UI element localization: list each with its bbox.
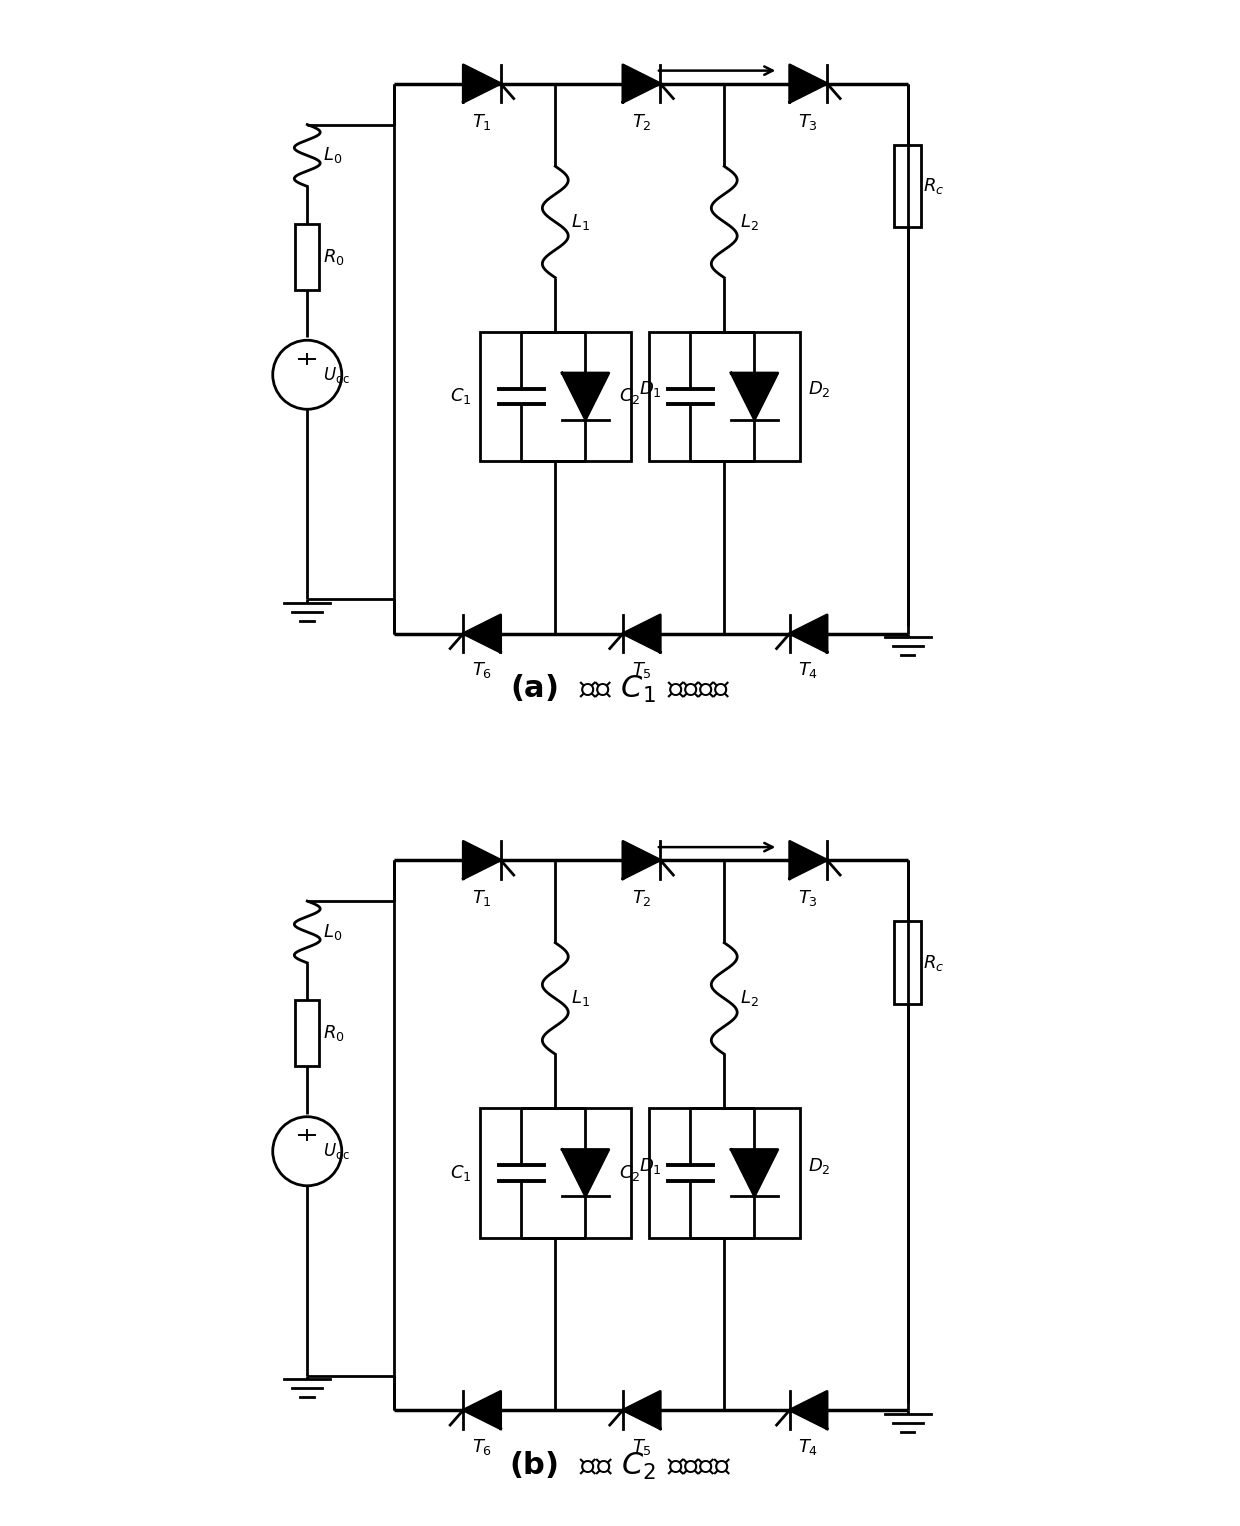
Polygon shape: [464, 1392, 501, 1428]
Text: $R_0$: $R_0$: [324, 247, 345, 267]
Polygon shape: [732, 1149, 777, 1196]
Text: $D_2$: $D_2$: [808, 380, 831, 400]
Text: $T_1$: $T_1$: [472, 111, 492, 131]
Text: $T_2$: $T_2$: [631, 888, 651, 908]
Bar: [894, 922, 921, 1004]
Polygon shape: [464, 615, 501, 652]
Text: $R_0$: $R_0$: [324, 1024, 345, 1044]
Bar: [480, 1108, 631, 1238]
Text: $U_{\rm dc}$: $U_{\rm dc}$: [324, 365, 350, 385]
Text: $L_0$: $L_0$: [324, 922, 342, 942]
Bar: [649, 1108, 800, 1238]
Text: $L_1$: $L_1$: [572, 212, 590, 232]
Text: $T_6$: $T_6$: [472, 661, 492, 681]
Polygon shape: [790, 1392, 827, 1428]
Polygon shape: [464, 66, 501, 102]
Bar: [649, 331, 800, 461]
Polygon shape: [790, 841, 827, 879]
Bar: [295, 224, 320, 290]
Text: $T_5$: $T_5$: [631, 1437, 651, 1457]
Text: $T_6$: $T_6$: [472, 1437, 492, 1457]
Polygon shape: [622, 615, 660, 652]
Text: $T_2$: $T_2$: [631, 111, 651, 131]
Text: $L_0$: $L_0$: [324, 145, 342, 165]
Bar: [295, 1000, 320, 1067]
Text: $L_1$: $L_1$: [572, 989, 590, 1009]
Polygon shape: [562, 1149, 609, 1196]
Text: $C_1$: $C_1$: [450, 386, 471, 406]
Polygon shape: [732, 372, 777, 420]
Text: $C_1$: $C_1$: [450, 1163, 471, 1183]
Text: $T_3$: $T_3$: [799, 111, 818, 131]
Polygon shape: [790, 66, 827, 102]
Text: $D_2$: $D_2$: [808, 1155, 831, 1177]
Text: $D_1$: $D_1$: [640, 380, 662, 400]
Text: $C_2$: $C_2$: [619, 386, 640, 406]
Text: $T_4$: $T_4$: [799, 661, 818, 681]
Text: $T_5$: $T_5$: [631, 661, 651, 681]
Polygon shape: [622, 66, 660, 102]
Bar: [480, 331, 631, 461]
Text: $L_2$: $L_2$: [740, 212, 759, 232]
Text: $R_c$: $R_c$: [924, 175, 945, 195]
Polygon shape: [622, 1392, 660, 1428]
Text: (a)  电容 $C_1$ 充电回路: (a) 电容 $C_1$ 充电回路: [510, 673, 730, 705]
Polygon shape: [562, 372, 609, 420]
Bar: [894, 145, 921, 227]
Text: $L_2$: $L_2$: [740, 989, 759, 1009]
Text: $D_1$: $D_1$: [640, 1155, 662, 1177]
Text: $C_2$: $C_2$: [619, 1163, 640, 1183]
Text: $U_{\rm dc}$: $U_{\rm dc}$: [324, 1141, 350, 1161]
Text: $T_4$: $T_4$: [799, 1437, 818, 1457]
Text: $T_1$: $T_1$: [472, 888, 492, 908]
Text: $T_3$: $T_3$: [799, 888, 818, 908]
Polygon shape: [464, 841, 501, 879]
Text: (b)  电容 $C_2$ 充电回路: (b) 电容 $C_2$ 充电回路: [508, 1450, 732, 1482]
Polygon shape: [622, 841, 660, 879]
Polygon shape: [790, 615, 827, 652]
Text: $R_c$: $R_c$: [924, 952, 945, 972]
